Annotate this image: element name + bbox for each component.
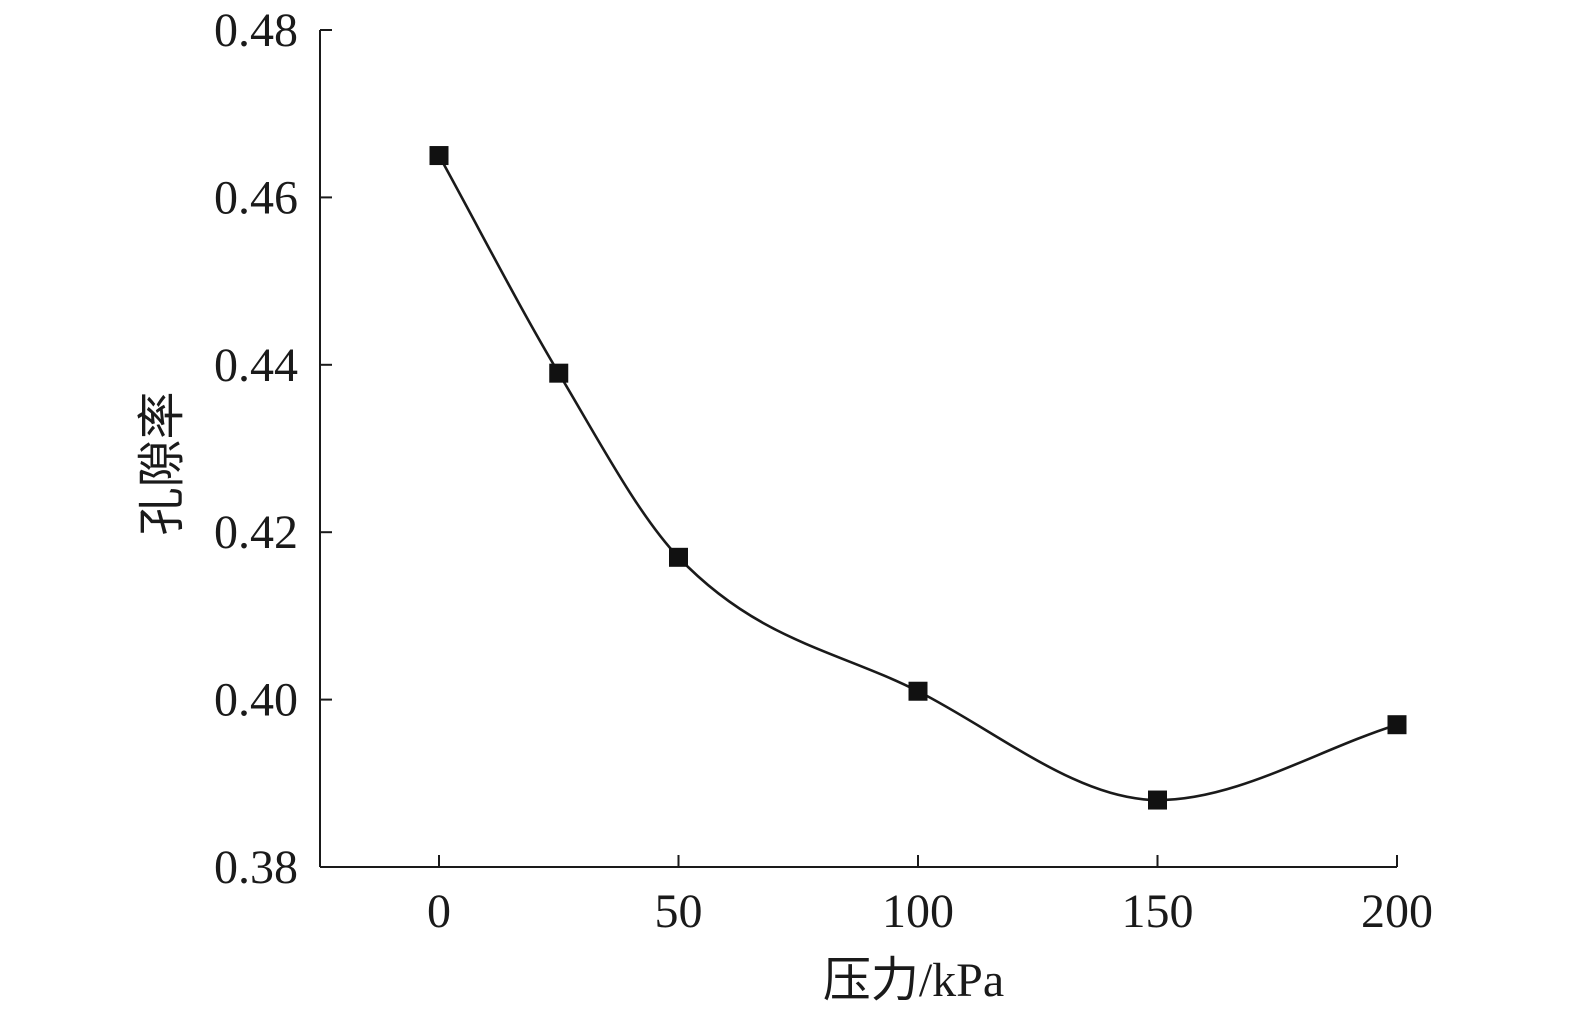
- series-line: [437, 154, 1398, 802]
- series: [429, 146, 1407, 810]
- x-tick-label: 0: [427, 885, 451, 938]
- x-tick-label: 50: [655, 885, 703, 938]
- x-tick-label: 200: [1361, 885, 1433, 938]
- data-point-marker: [1148, 790, 1167, 810]
- data-point-marker: [669, 547, 688, 567]
- data-point-marker: [908, 681, 928, 701]
- y-tick-label: 0.48: [214, 4, 298, 57]
- x-axis-title: 压力/kPa: [823, 954, 1004, 1007]
- y-tick-label: 0.44: [214, 339, 298, 392]
- x-tick-label: 150: [1122, 885, 1194, 938]
- y-tick-label: 0.38: [214, 841, 298, 894]
- y-tick-label: 0.40: [214, 674, 298, 727]
- axes: [319, 30, 1397, 868]
- data-point-marker: [429, 146, 449, 166]
- data-point-marker: [1387, 715, 1407, 735]
- x-tick-label: 100: [882, 885, 954, 938]
- data-point-marker: [549, 363, 569, 383]
- ticks: 0.38 0.40 0.42 0.44 0.46 0.48 0 50 100 150 200: [214, 4, 1433, 938]
- y-tick-label: 0.46: [214, 171, 298, 224]
- y-tick-label: 0.42: [214, 506, 298, 559]
- y-axis-title: 孔隙率: [136, 391, 189, 535]
- labels: 压力/kPa 孔隙率: [136, 391, 1004, 1007]
